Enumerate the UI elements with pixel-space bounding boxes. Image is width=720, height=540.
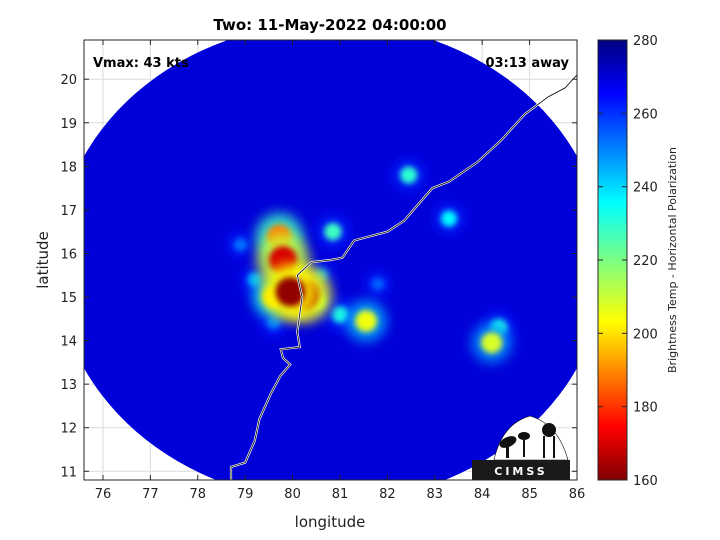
y-axis-label: latitude bbox=[34, 231, 52, 289]
time-away-annotation: 03:13 away bbox=[485, 56, 569, 71]
x-tick-label-8: 84 bbox=[474, 487, 491, 502]
feature-core-2 bbox=[266, 316, 281, 330]
x-tick-label-9: 85 bbox=[521, 487, 538, 502]
feature-core-8 bbox=[400, 166, 418, 184]
plot-frame bbox=[83, 39, 578, 481]
y-axis-ticks: 11 12 13 14 15 16 17 18 19 20 bbox=[60, 73, 577, 480]
x-tick-label-0: 76 bbox=[95, 487, 112, 502]
coastline-outline bbox=[230, 74, 577, 480]
x-axis-label: longitude bbox=[295, 513, 366, 531]
colorbar-ticks: 160 180 200 220 240 260 280 bbox=[598, 34, 658, 489]
colorbar-tick-label-4: 240 bbox=[633, 181, 658, 196]
y-tick-label-5: 16 bbox=[60, 247, 77, 262]
brightness-temp-swath bbox=[84, 40, 577, 480]
y-tick-label-8: 19 bbox=[60, 117, 77, 132]
y-tick-label-6: 17 bbox=[60, 204, 77, 219]
feature-core-9 bbox=[324, 222, 342, 241]
y-tick-label-9: 20 bbox=[60, 73, 77, 88]
vmax-annotation: Vmax: 43 kts bbox=[93, 56, 189, 71]
chart-title: Two: 11-May-2022 04:00:00 bbox=[213, 16, 446, 34]
y-tick-label-3: 14 bbox=[60, 335, 77, 350]
x-tick-label-1: 77 bbox=[142, 487, 159, 502]
y-tick-label-7: 18 bbox=[60, 160, 77, 175]
feature-core-17 bbox=[275, 277, 305, 307]
x-tick-label-2: 78 bbox=[189, 487, 206, 502]
feature-core-6 bbox=[331, 306, 349, 323]
colorbar-tick-label-1: 180 bbox=[633, 401, 658, 416]
x-axis-ticks: 76 77 78 79 80 81 82 83 84 85 86 bbox=[95, 40, 586, 502]
x-tick-label-3: 79 bbox=[237, 487, 254, 502]
x-tick-label-10: 86 bbox=[569, 487, 586, 502]
swath-background bbox=[84, 40, 577, 480]
feature-core-0 bbox=[371, 277, 385, 291]
x-tick-label-5: 81 bbox=[332, 487, 349, 502]
y-tick-label-0: 11 bbox=[60, 465, 77, 480]
feature-core-1 bbox=[233, 238, 248, 252]
x-tick-label-6: 82 bbox=[379, 487, 396, 502]
feature-core-5 bbox=[440, 210, 458, 227]
colorbar-tick-label-2: 200 bbox=[633, 327, 658, 342]
cimss-logo: CIMSS bbox=[472, 415, 570, 480]
x-tick-label-7: 83 bbox=[427, 487, 444, 502]
x-tick-label-4: 80 bbox=[284, 487, 301, 502]
colorbar-tick-label-0: 160 bbox=[633, 474, 658, 489]
y-tick-label-1: 12 bbox=[60, 422, 77, 437]
colorbar-tick-label-3: 220 bbox=[633, 254, 658, 269]
feature-core-11 bbox=[481, 332, 503, 354]
y-tick-label-2: 13 bbox=[60, 378, 77, 393]
y-tick-label-4: 15 bbox=[60, 291, 77, 306]
colorbar-label: Brightness Temp - Horizontal Polarizatio… bbox=[666, 147, 679, 373]
colorbar-tick-label-5: 260 bbox=[633, 107, 658, 122]
convective-features bbox=[227, 158, 515, 363]
feature-core-12 bbox=[355, 310, 377, 332]
colorbar-tick-label-6: 280 bbox=[633, 34, 658, 49]
svg-text:CIMSS: CIMSS bbox=[494, 465, 547, 478]
